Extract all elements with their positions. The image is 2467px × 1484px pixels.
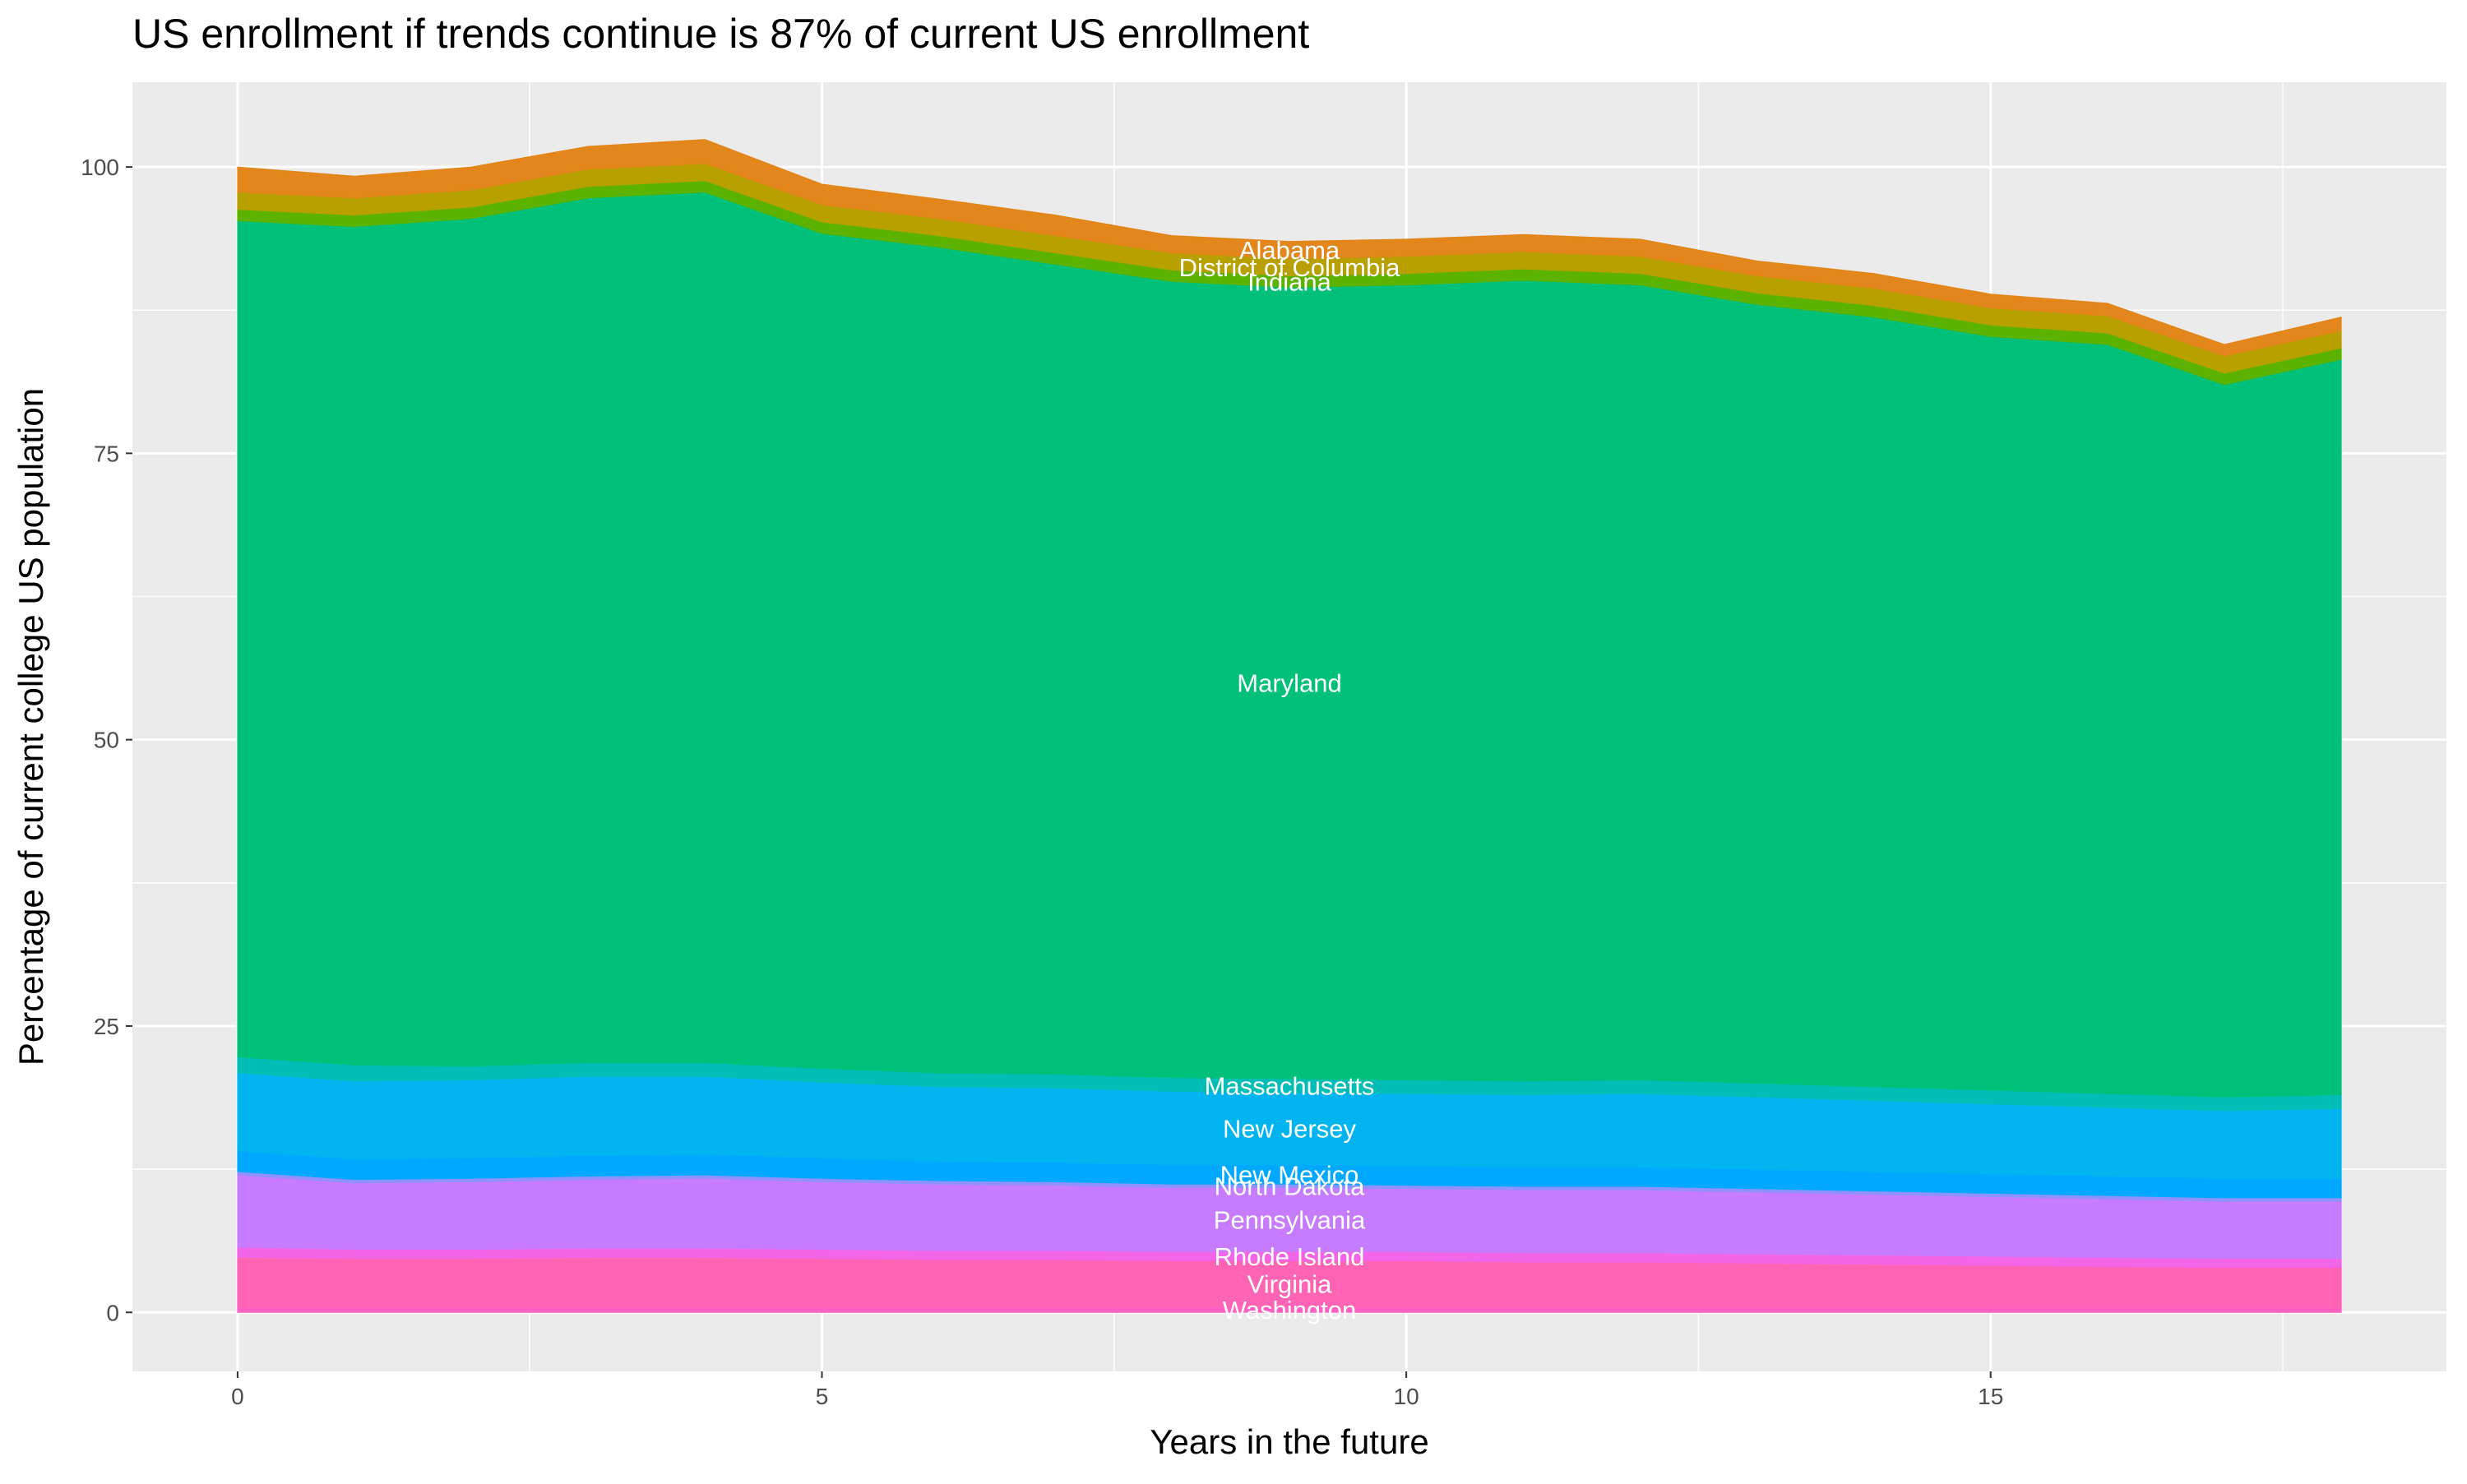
series-label: North Dakota (1215, 1172, 1365, 1200)
series-label: Massachusetts (1205, 1071, 1375, 1100)
series-label: Washington (1223, 1296, 1357, 1325)
axes: 0 25 50 75 100 0 5 10 15 (81, 155, 2003, 1409)
series-label: New Jersey (1223, 1115, 1356, 1144)
series-label: Indiana (1247, 267, 1331, 296)
y-tick-label: 0 (106, 1300, 119, 1325)
series-label: Rhode Island (1215, 1242, 1365, 1271)
area (237, 139, 2342, 357)
series-label: Maryland (1237, 669, 1342, 698)
areas (237, 139, 2342, 1313)
y-tick-label: 100 (81, 155, 119, 180)
y-axis-title: Percentage of current college US populat… (12, 388, 50, 1066)
x-tick-label: 0 (231, 1384, 244, 1409)
series-label: New Mexico (1220, 1160, 1359, 1189)
chart-title: US enrollment if trends continue is 87% … (132, 11, 1309, 57)
y-tick-label: 25 (94, 1014, 119, 1039)
y-tick-label: 75 (94, 441, 119, 466)
x-axis-title: Years in the future (1150, 1422, 1428, 1461)
series-label: Virginia (1247, 1269, 1333, 1298)
series-label: District of Columbia (1179, 253, 1400, 282)
x-tick-label: 10 (1394, 1384, 1419, 1409)
x-tick-label: 5 (816, 1384, 829, 1409)
series-label: Alabama (1239, 236, 1340, 265)
series-label: Pennsylvania (1214, 1205, 1366, 1234)
x-tick-label: 15 (1978, 1384, 2003, 1409)
y-tick-label: 50 (94, 728, 119, 753)
